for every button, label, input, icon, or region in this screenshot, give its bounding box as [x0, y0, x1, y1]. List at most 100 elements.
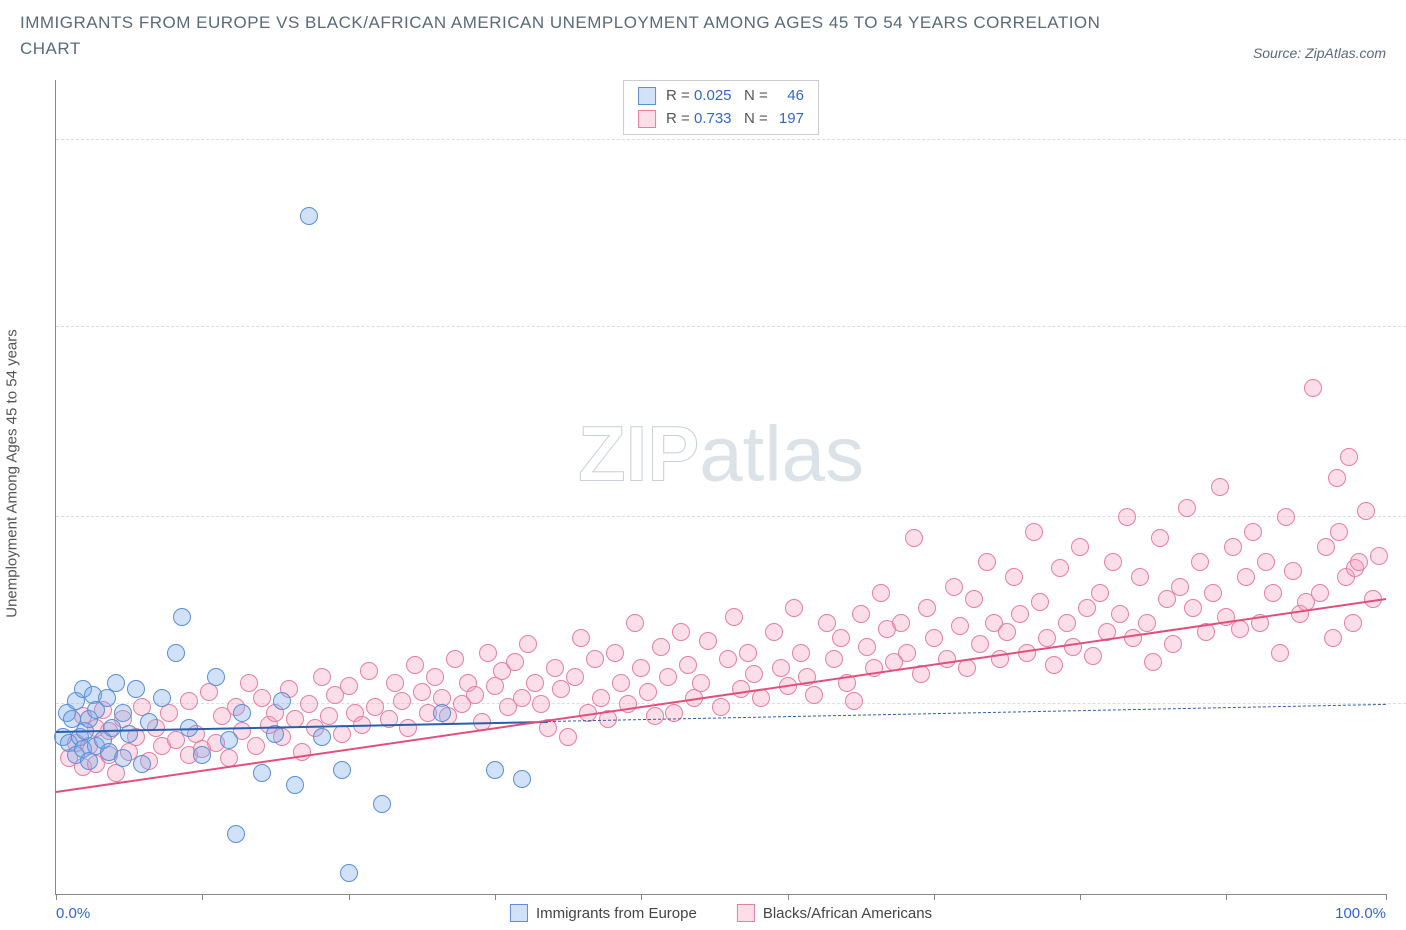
data-point-pink: [1064, 638, 1082, 656]
data-point-pink: [1151, 529, 1169, 547]
data-point-pink: [546, 659, 564, 677]
data-point-pink: [1244, 523, 1262, 541]
data-point-pink: [938, 650, 956, 668]
data-point-blue: [207, 668, 225, 686]
watermark: ZIPatlas: [578, 409, 864, 500]
source-attribution: Source: ZipAtlas.com: [1253, 45, 1386, 61]
legend-item-blue: Immigrants from Europe: [510, 904, 697, 922]
data-point-blue: [300, 207, 318, 225]
data-point-pink: [1058, 614, 1076, 632]
data-point-blue: [486, 761, 504, 779]
data-point-pink: [1038, 629, 1056, 647]
data-point-pink: [293, 743, 311, 761]
x-tick: [934, 894, 935, 900]
data-point-pink: [1277, 508, 1295, 526]
data-point-blue: [227, 825, 245, 843]
plot-area: ZIPatlas R = 0.025 N = 46 R = 0.733 N = …: [55, 80, 1386, 895]
data-point-pink: [247, 737, 265, 755]
data-point-pink: [752, 689, 770, 707]
data-point-pink: [745, 665, 763, 683]
data-point-pink: [852, 605, 870, 623]
data-point-pink: [925, 629, 943, 647]
data-point-pink: [1184, 599, 1202, 617]
data-point-pink: [426, 668, 444, 686]
data-point-pink: [1231, 620, 1249, 638]
data-point-pink: [1031, 593, 1049, 611]
data-point-pink: [1317, 538, 1335, 556]
data-point-pink: [1138, 614, 1156, 632]
data-point-pink: [1071, 538, 1089, 556]
data-point-pink: [699, 632, 717, 650]
data-point-pink: [1164, 635, 1182, 653]
data-point-pink: [1370, 547, 1388, 565]
x-tick: [349, 894, 350, 900]
data-point-blue: [340, 864, 358, 882]
data-point-pink: [792, 644, 810, 662]
data-point-blue: [103, 719, 121, 737]
data-point-pink: [360, 662, 378, 680]
data-point-pink: [772, 659, 790, 677]
data-point-blue: [333, 761, 351, 779]
data-point-pink: [393, 692, 411, 710]
data-point-pink: [513, 689, 531, 707]
data-point-pink: [406, 656, 424, 674]
data-point-pink: [858, 638, 876, 656]
data-point-pink: [1118, 508, 1136, 526]
data-point-pink: [386, 674, 404, 692]
data-point-pink: [712, 698, 730, 716]
data-point-pink: [1264, 584, 1282, 602]
x-tick: [1080, 894, 1081, 900]
data-point-pink: [612, 674, 630, 692]
y-tick-label: 6.3%: [1396, 679, 1406, 696]
data-point-blue: [313, 728, 331, 746]
x-tick: [202, 894, 203, 900]
data-point-pink: [1211, 478, 1229, 496]
x-tick: [1386, 894, 1387, 900]
data-point-pink: [679, 656, 697, 674]
data-point-pink: [825, 650, 843, 668]
legend-label-blue: Immigrants from Europe: [536, 905, 697, 922]
data-point-pink: [1257, 553, 1275, 571]
data-point-pink: [320, 707, 338, 725]
data-point-pink: [672, 623, 690, 641]
y-tick-label: 25.0%: [1396, 115, 1406, 132]
data-point-pink: [725, 608, 743, 626]
data-point-pink: [532, 695, 550, 713]
data-point-pink: [765, 623, 783, 641]
data-point-pink: [1091, 584, 1109, 602]
x-tick: [56, 894, 57, 900]
chart-title: IMMIGRANTS FROM EUROPE VS BLACK/AFRICAN …: [20, 10, 1120, 61]
data-point-pink: [1271, 644, 1289, 662]
data-point-pink: [965, 590, 983, 608]
data-point-pink: [333, 725, 351, 743]
data-point-pink: [566, 668, 584, 686]
data-point-pink: [818, 614, 836, 632]
data-point-pink: [180, 692, 198, 710]
gridline-h: [56, 326, 1406, 327]
data-point-blue: [220, 731, 238, 749]
gridline-h: [56, 516, 1406, 517]
data-point-pink: [845, 692, 863, 710]
data-point-blue: [513, 770, 531, 788]
data-point-pink: [1171, 578, 1189, 596]
data-point-pink: [606, 644, 624, 662]
data-point-pink: [313, 668, 331, 686]
data-point-pink: [785, 599, 803, 617]
data-point-pink: [1224, 538, 1242, 556]
data-point-blue: [373, 795, 391, 813]
data-point-blue: [273, 692, 291, 710]
data-point-pink: [1344, 614, 1362, 632]
data-point-pink: [559, 728, 577, 746]
data-point-pink: [479, 644, 497, 662]
data-point-pink: [692, 674, 710, 692]
data-point-pink: [1045, 656, 1063, 674]
data-point-blue: [114, 749, 132, 767]
data-point-pink: [1204, 584, 1222, 602]
data-point-pink: [586, 650, 604, 668]
y-tick-label: 18.8%: [1396, 302, 1406, 319]
data-point-pink: [1104, 553, 1122, 571]
x-tick: [495, 894, 496, 900]
data-point-pink: [832, 629, 850, 647]
data-point-blue: [133, 755, 151, 773]
series-legend: Immigrants from Europe Blacks/African Am…: [510, 904, 932, 922]
